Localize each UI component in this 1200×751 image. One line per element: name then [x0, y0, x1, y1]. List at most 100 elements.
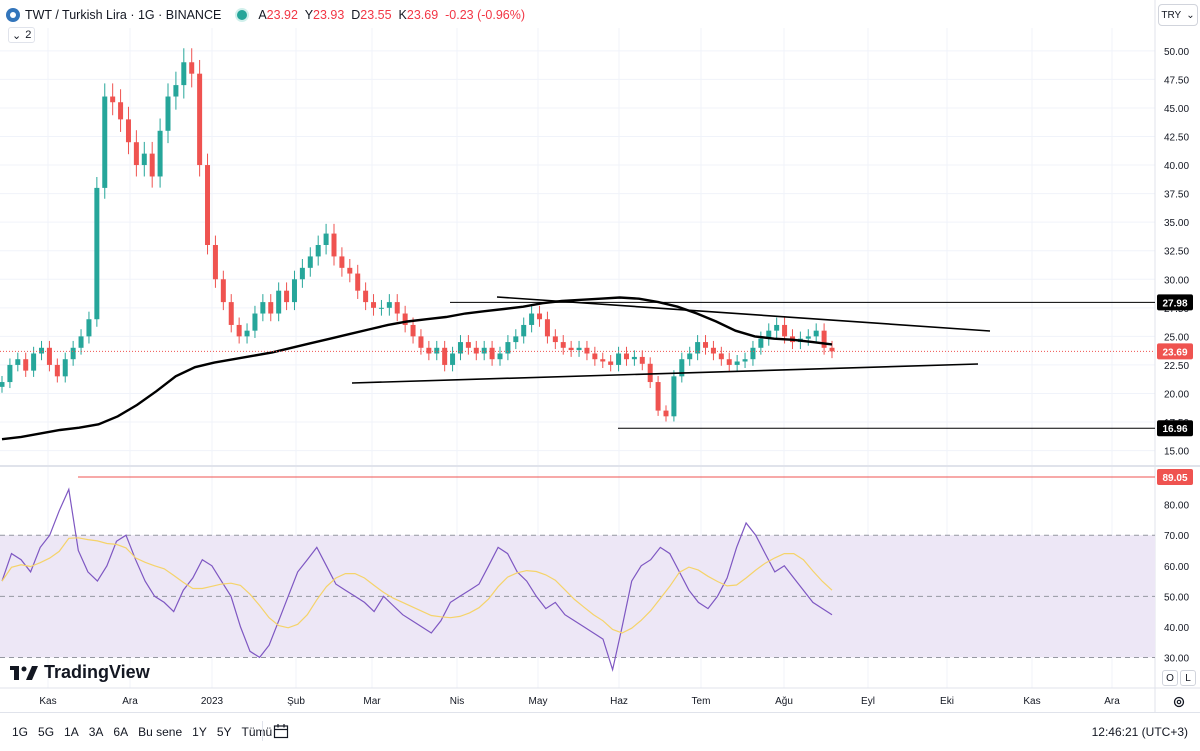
candle-body [165, 96, 171, 131]
rsi-tick-label: 30.00 [1164, 653, 1189, 664]
price-tick-label: 32.50 [1164, 247, 1189, 258]
resistance-price-tag: 27.98 [1162, 298, 1187, 309]
gear-icon[interactable] [1172, 695, 1186, 709]
candle-body [347, 267, 353, 274]
candle-body [197, 73, 203, 166]
rsi-level-tag-bg [1157, 469, 1193, 486]
time-tick-label: Ağu [775, 696, 793, 707]
support-trendline [351, 363, 979, 384]
candle-body [7, 364, 13, 383]
log-scale-l-button[interactable]: L [1180, 670, 1196, 686]
range-6a[interactable]: 6A [113, 725, 129, 739]
price-chart[interactable]: 50.00 47.50 45.00 42.50 40.00 37.50 35.00 32.50… [0, 0, 1200, 712]
candle-body [608, 361, 614, 365]
candle-body [584, 347, 590, 354]
range-ytd[interactable]: Bu sene [138, 725, 183, 739]
calendar-icon[interactable] [273, 723, 289, 739]
candle-body [805, 336, 811, 339]
range-5y[interactable]: 5Y [216, 725, 232, 739]
symbol-title[interactable]: TWT / Turkish Lira · 1G · BINANCE [25, 8, 222, 22]
candle-body [521, 324, 527, 337]
candle-body [750, 347, 756, 360]
candle-body [489, 347, 495, 360]
candle-body [623, 353, 629, 360]
candle-body [141, 153, 147, 166]
candle-body [457, 342, 463, 354]
current-price-tag-bg [1157, 343, 1193, 360]
brand-name: TradingView [44, 662, 150, 682]
candle-body [592, 353, 598, 360]
rsi-tick-label: 70.00 [1164, 531, 1189, 542]
chart-header: TWT / Turkish Lira · 1G · BINANCE A23.92… [6, 6, 525, 24]
candle-body [386, 302, 392, 308]
candle-body [39, 347, 45, 354]
candle-body [378, 307, 384, 309]
candle-body [450, 353, 456, 365]
candle-body [481, 347, 487, 354]
candle-body [552, 336, 558, 343]
candle-body [125, 119, 131, 143]
candle-body [679, 359, 685, 377]
time-tick-label: Tem [692, 696, 711, 707]
candle-body [244, 330, 250, 337]
indicators-toggle[interactable]: ⌄ 2 [8, 27, 36, 43]
candle-body [268, 302, 274, 314]
candle-body [537, 313, 543, 320]
price-tick-label: 40.00 [1164, 161, 1189, 172]
price-tick-label: 20.00 [1164, 389, 1189, 400]
price-tick-label: 15.00 [1164, 447, 1189, 458]
rsi-line [1, 487, 833, 673]
candle-body [529, 313, 535, 325]
range-1g[interactable]: 1G [12, 725, 29, 739]
candle-body [323, 233, 329, 245]
candle-body [695, 342, 701, 354]
range-buttons: 1G 5G 1A 3A 6A Bu sene 1Y 5Y Tümü [12, 725, 272, 739]
currency-select[interactable]: TRY ⌄ [1158, 4, 1198, 26]
clock-timezone[interactable]: 12:46:21 (UTC+3) [1091, 725, 1188, 739]
candle-body [31, 353, 37, 371]
price-tick-label: 30.00 [1164, 275, 1189, 286]
candle-body [813, 330, 819, 337]
moving-average-line [1, 296, 833, 441]
candle-body [774, 324, 780, 331]
candle-body [402, 313, 408, 325]
candle-body [205, 165, 211, 245]
candle-body [339, 256, 345, 268]
tradingview-icon [10, 665, 38, 680]
indicator-count: 2 [25, 29, 32, 41]
range-1a[interactable]: 1A [64, 725, 79, 739]
range-3a[interactable]: 3A [88, 725, 104, 739]
candle-body [465, 342, 471, 348]
candle-body [0, 382, 5, 387]
rsi-tick-label: 60.00 [1164, 562, 1189, 573]
candle-body [782, 324, 788, 337]
price-tick-label: 35.00 [1164, 218, 1189, 229]
candle-body [418, 336, 424, 348]
candle-body [70, 347, 76, 360]
rsi-ma-line [1, 537, 833, 634]
range-1y[interactable]: 1Y [192, 725, 207, 739]
chevron-down-icon: ⌄ [1186, 9, 1195, 21]
candle-body [710, 347, 716, 354]
range-all[interactable]: Tümü [241, 725, 273, 739]
candle-body [663, 410, 669, 417]
time-tick-label: Nis [450, 696, 464, 707]
toolbar-divider [262, 721, 263, 741]
candle-body [220, 279, 226, 303]
candle-body [434, 347, 440, 354]
candle-body [734, 361, 740, 365]
time-tick-label: Şub [287, 696, 305, 707]
candle-body [291, 279, 297, 303]
time-tick-label: 2023 [201, 696, 224, 707]
rsi-tick-label: 40.00 [1164, 623, 1189, 634]
range-5g[interactable]: 5G [38, 725, 55, 739]
candle-body [544, 319, 550, 337]
candle-body [616, 353, 622, 365]
time-tick-label: Kas [1023, 696, 1040, 707]
rsi-tick-label: 80.00 [1164, 501, 1189, 512]
candle-body [133, 142, 139, 166]
price-tick-label: 22.50 [1164, 361, 1189, 372]
candle-body [15, 359, 21, 365]
price-change: -0.23 (-0.96%) [445, 8, 526, 22]
log-scale-o-button[interactable]: O [1162, 670, 1178, 686]
